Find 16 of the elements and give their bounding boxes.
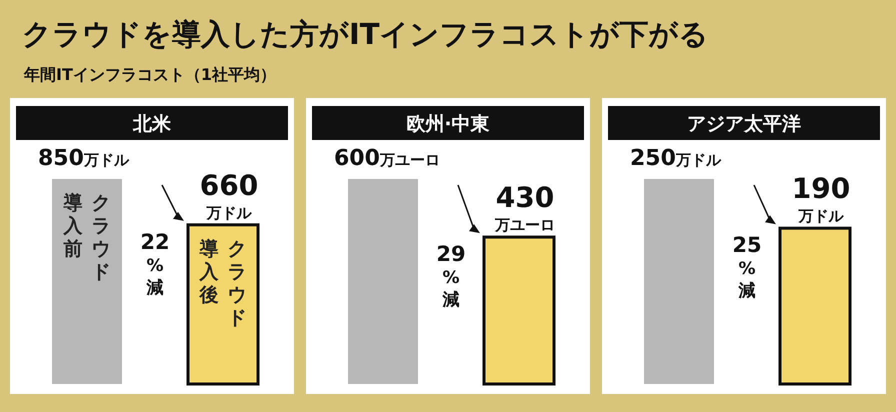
chart-title: 北米 <box>132 113 172 135</box>
annotation: 22%減 <box>140 230 170 298</box>
category-label: クラウド導入後 <box>200 238 246 329</box>
chart-title: 欧州·中東 <box>406 113 491 135</box>
text: 年間ITインフラコスト（1社平均） <box>23 65 276 84</box>
text: クラウドを導入した方がITインフラコストが下がる <box>22 17 709 51</box>
data-label: 850万ドル <box>38 146 130 171</box>
data-label: 250万ドル <box>630 146 722 171</box>
annotation: 29%減 <box>436 242 466 310</box>
category-label: クラウド導入前 <box>64 192 110 283</box>
data-label: 600万ユーロ <box>334 146 440 171</box>
chart-title: アジア太平洋 <box>687 113 801 135</box>
annotation: 25%減 <box>732 233 762 302</box>
data-label: 660万ドル <box>200 168 258 222</box>
data-label: 190万ドル <box>792 172 850 226</box>
data-label: 430万ユーロ <box>494 181 555 234</box>
